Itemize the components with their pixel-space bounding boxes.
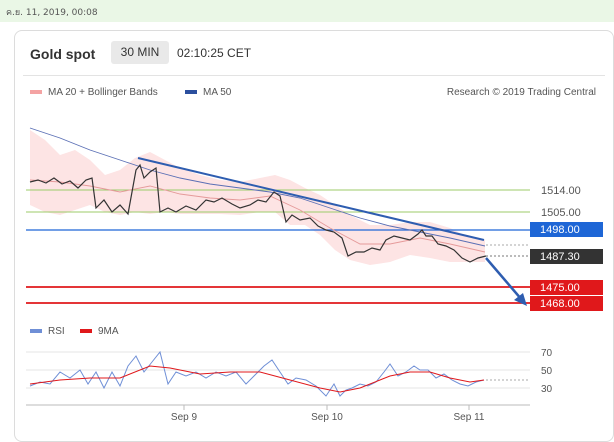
interval-badge[interactable]: 30 MIN [111,41,169,64]
rsi-legend-label: RSI [48,326,65,337]
ma50-legend-label: MA 50 [203,87,232,98]
current-price-label: 1487.30 [540,251,580,263]
rsi-tick-50: 50 [541,366,553,377]
current-price-box [530,249,603,264]
research-credit: Research © 2019 Trading Central [447,87,596,98]
level-1498-box [530,222,603,237]
projection-arrow [485,257,523,301]
rsi-tick-30: 30 [541,384,553,395]
x-label-sep9: Sep 9 [171,412,198,423]
ma50-line [29,127,486,247]
rsi-ma-legend-swatch [80,329,92,333]
ma20-legend-label: MA 20 + Bollinger Bands [48,87,158,98]
rsi-legend-swatch [30,329,42,333]
projection-arrowhead [514,293,527,306]
clock-time: 02:10:25 CET [177,46,252,60]
level-1468-box [530,296,603,311]
ma20-line [29,179,486,253]
header-divider [23,75,605,76]
rsi-ma-legend-label: 9MA [98,326,119,337]
ma50-legend-swatch [185,90,197,94]
level-1505-label: 1505.00 [541,207,581,219]
level-1514-label: 1514.00 [541,185,581,197]
rsi-tick-70: 70 [541,348,553,359]
timestamp-bar: ค.ย. 11, 2019, 00:08 [0,0,614,22]
instrument-title: Gold spot [30,46,96,62]
rsi-ma-line [29,365,485,393]
price-series [29,163,487,263]
level-1475-label: 1475.00 [540,282,580,294]
chart-card: Gold spot 30 MIN 02:10:25 CET [14,30,614,442]
level-1475-box [530,280,603,295]
timestamp: ค.ย. 11, 2019, 00:08 [6,8,98,18]
ma20-legend-swatch [30,90,42,94]
downtrend-line [137,157,485,241]
rsi-line [29,350,485,397]
level-1468-label: 1468.00 [540,298,580,310]
x-label-sep11: Sep 11 [454,412,485,423]
level-1498-label: 1498.00 [540,224,580,236]
x-label-sep10: Sep 10 [311,412,343,423]
